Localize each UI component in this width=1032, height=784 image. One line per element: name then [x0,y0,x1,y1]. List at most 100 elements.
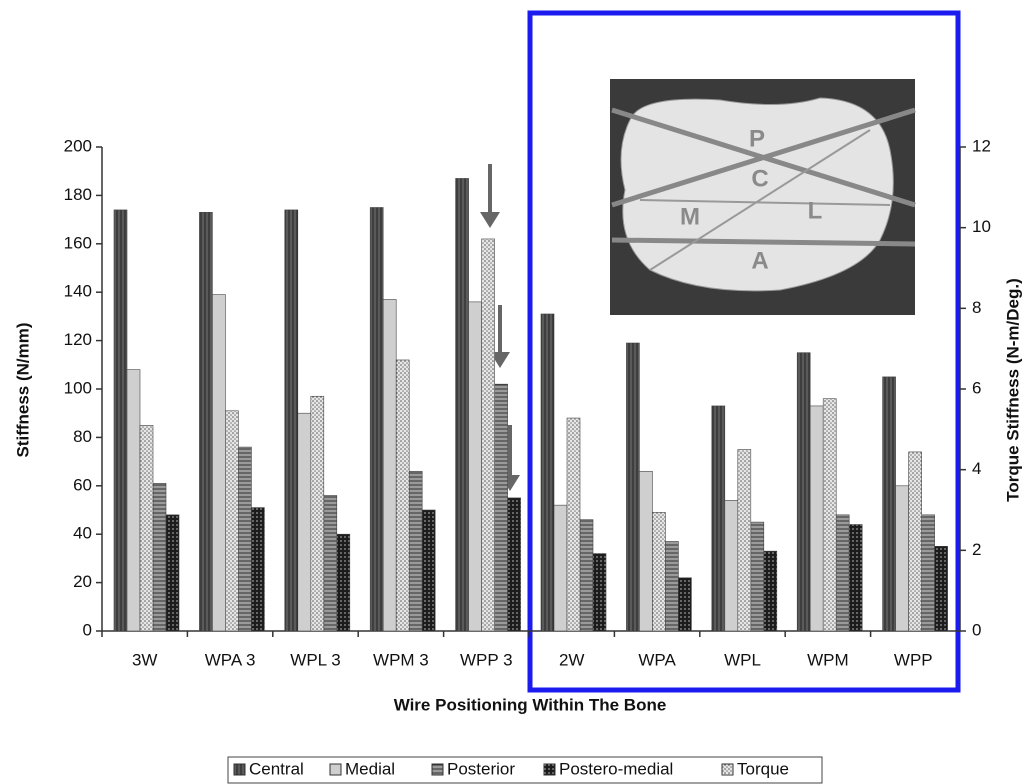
bar [469,302,482,631]
y2-tick-label: 8 [972,298,981,317]
y2-tick-label: 2 [972,540,981,559]
bar-group [836,515,849,631]
bar-group [140,425,153,631]
inset-label: A [751,247,768,274]
bar-group [678,578,691,631]
bar-group [298,413,311,631]
inset-label: P [749,125,765,152]
bar [311,396,324,631]
bar-group [285,210,298,631]
bar [153,483,166,631]
legend-swatch-texture [234,764,245,775]
y-tick-label: 200 [64,136,92,155]
bar [422,510,435,631]
bar [652,512,665,631]
bar [199,212,212,631]
bar [409,471,422,631]
bar [639,471,652,631]
y2-tick-label: 12 [972,136,991,155]
legend-label: Postero-medial [559,759,673,778]
bar [251,508,264,631]
bar [678,578,691,631]
bar-group [593,554,606,631]
bar [140,425,153,631]
legend-swatch-texture [432,764,443,775]
bar-group [797,353,810,631]
bar-group [409,471,422,631]
y-tick-label: 60 [73,475,92,494]
bar [823,399,836,631]
legend-swatch-texture [544,764,555,775]
bar [370,208,383,632]
y-tick-label: 100 [64,378,92,397]
bar [751,522,764,631]
bar [396,360,409,631]
inset-label: C [751,165,768,192]
bar-group [580,520,593,631]
y-tick-label: 0 [83,620,92,639]
bar-group [212,295,225,631]
x-tick-label: WPL [724,650,761,669]
y-tick-label: 20 [73,572,92,591]
bar [935,546,948,631]
x-axis-title: Wire Positioning Within The Bone [394,695,667,714]
legend-label: Central [249,759,304,778]
bar-group [665,541,678,631]
bar-group [469,302,482,631]
bar [849,525,862,631]
x-tick-label: WPA 3 [205,650,256,669]
bar-group [541,314,554,631]
bar [836,515,849,631]
bar-group [127,370,140,631]
bar [567,418,580,631]
y2-axis-title: Torque Stiffness (N-m/Deg.) [1003,278,1022,502]
bar [285,210,298,631]
y-axis-title: Stiffness (N/mm) [13,322,32,457]
bar-group [324,495,337,631]
bar [909,452,922,631]
bar [225,411,238,631]
bar [495,384,508,631]
bar-group [495,384,508,631]
bar-group [251,508,264,631]
legend-label: Posterior [447,759,515,778]
x-tick-label: WPA [638,650,676,669]
bar-group [370,208,383,632]
bar [541,314,554,631]
bar-group [337,534,350,631]
bar [383,299,396,631]
bar [797,353,810,631]
x-tick-label: WPL 3 [290,650,340,669]
bar-group [311,396,324,631]
bar [738,450,751,632]
bar-group [114,210,127,631]
bar-group [626,343,639,631]
bar [212,295,225,631]
bar [665,541,678,631]
y-tick-label: 160 [64,233,92,252]
bar-group [725,500,738,631]
bar-group [508,498,521,631]
bar [554,505,567,631]
bar [114,210,127,631]
bar-group [238,447,251,631]
bar [883,377,896,631]
bar-group [482,239,495,631]
bar-group [199,212,212,631]
x-tick-label: WPP [894,650,933,669]
bar [626,343,639,631]
bar-group [567,418,580,631]
bar [482,239,495,631]
bar-group [422,510,435,631]
legend-label: Medial [345,759,395,778]
bar-group [764,551,777,631]
y2-tick-label: 10 [972,217,991,236]
bar [337,534,350,631]
bar-group [935,546,948,631]
y-tick-label: 140 [64,282,92,301]
bar-group [166,515,179,631]
legend-label: Torque [737,759,789,778]
bar-group [652,512,665,631]
x-tick-label: WPP 3 [460,650,513,669]
